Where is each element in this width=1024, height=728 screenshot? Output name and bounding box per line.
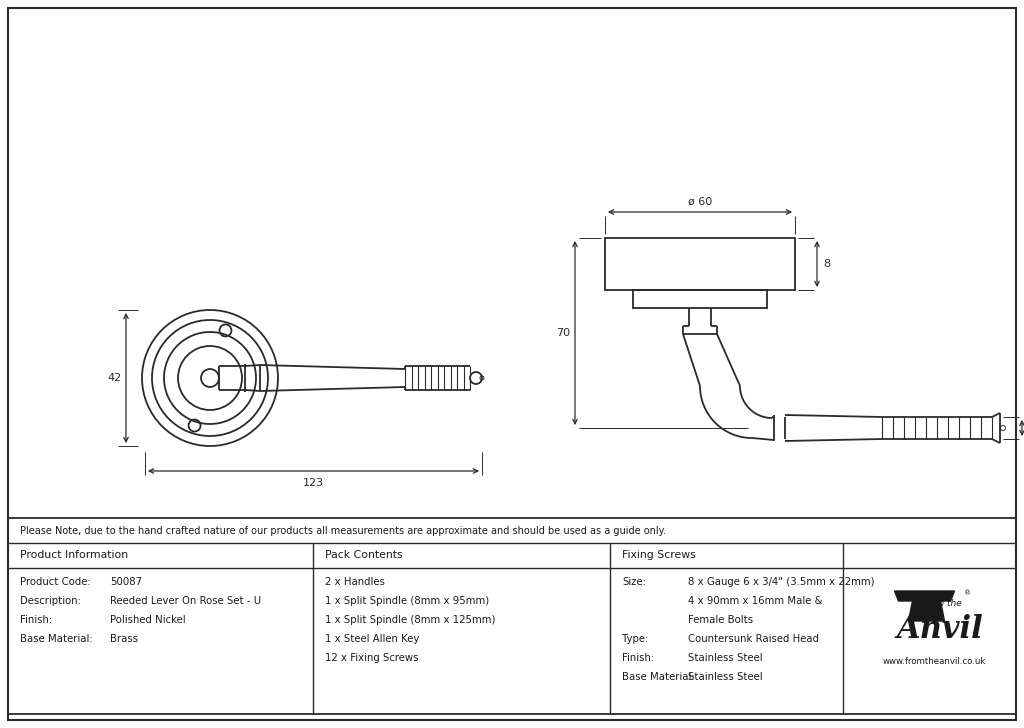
- Bar: [633, 290, 767, 308]
- Text: Product Code:: Product Code:: [20, 577, 91, 587]
- Text: Anvil: Anvil: [896, 614, 983, 644]
- Text: Polished Nickel: Polished Nickel: [110, 615, 185, 625]
- Text: Brass: Brass: [110, 634, 138, 644]
- Text: Please Note, due to the hand crafted nature of our products all measurements are: Please Note, due to the hand crafted nat…: [20, 526, 666, 536]
- Text: Finish:: Finish:: [20, 615, 52, 625]
- Text: Pack Contents: Pack Contents: [325, 550, 402, 561]
- Text: 123: 123: [303, 478, 324, 488]
- Text: Base Material:: Base Material:: [622, 672, 694, 682]
- Text: ®: ®: [964, 590, 971, 596]
- Text: From the: From the: [922, 598, 962, 607]
- Text: 4 x 90mm x 16mm Male &: 4 x 90mm x 16mm Male &: [688, 596, 822, 606]
- Polygon shape: [908, 601, 944, 621]
- Text: 50087: 50087: [110, 577, 142, 587]
- Text: Stainless Steel: Stainless Steel: [688, 653, 763, 663]
- Text: Reeded Lever On Rose Set - U: Reeded Lever On Rose Set - U: [110, 596, 261, 606]
- Text: Product Information: Product Information: [20, 550, 128, 561]
- Text: 70: 70: [556, 328, 570, 338]
- Text: 8 x Gauge 6 x 3/4" (3.5mm x 22mm): 8 x Gauge 6 x 3/4" (3.5mm x 22mm): [688, 577, 874, 587]
- Text: 1 x Split Spindle (8mm x 125mm): 1 x Split Spindle (8mm x 125mm): [325, 615, 496, 625]
- Text: 8: 8: [823, 259, 830, 269]
- Polygon shape: [895, 591, 954, 601]
- Bar: [8, 518, 1016, 714]
- Text: Female Bolts: Female Bolts: [688, 615, 753, 625]
- Bar: [605, 238, 795, 290]
- Text: ø 60: ø 60: [688, 197, 712, 207]
- Text: Size:: Size:: [622, 577, 646, 587]
- Text: Base Material:: Base Material:: [20, 634, 92, 644]
- Text: Countersunk Raised Head: Countersunk Raised Head: [688, 634, 819, 644]
- Text: 2 x Handles: 2 x Handles: [325, 577, 385, 587]
- Text: 42: 42: [108, 373, 122, 383]
- Text: 12 x Fixing Screws: 12 x Fixing Screws: [325, 653, 419, 663]
- Text: 1 x Steel Allen Key: 1 x Steel Allen Key: [325, 634, 420, 644]
- Text: Stainless Steel: Stainless Steel: [688, 672, 763, 682]
- Text: Description:: Description:: [20, 596, 81, 606]
- Text: Type:: Type:: [622, 634, 648, 644]
- Text: Finish:: Finish:: [622, 653, 654, 663]
- Text: 1 x Split Spindle (8mm x 95mm): 1 x Split Spindle (8mm x 95mm): [325, 596, 489, 606]
- Text: www.fromtheanvil.co.uk: www.fromtheanvil.co.uk: [883, 657, 986, 665]
- Text: Fixing Screws: Fixing Screws: [622, 550, 695, 561]
